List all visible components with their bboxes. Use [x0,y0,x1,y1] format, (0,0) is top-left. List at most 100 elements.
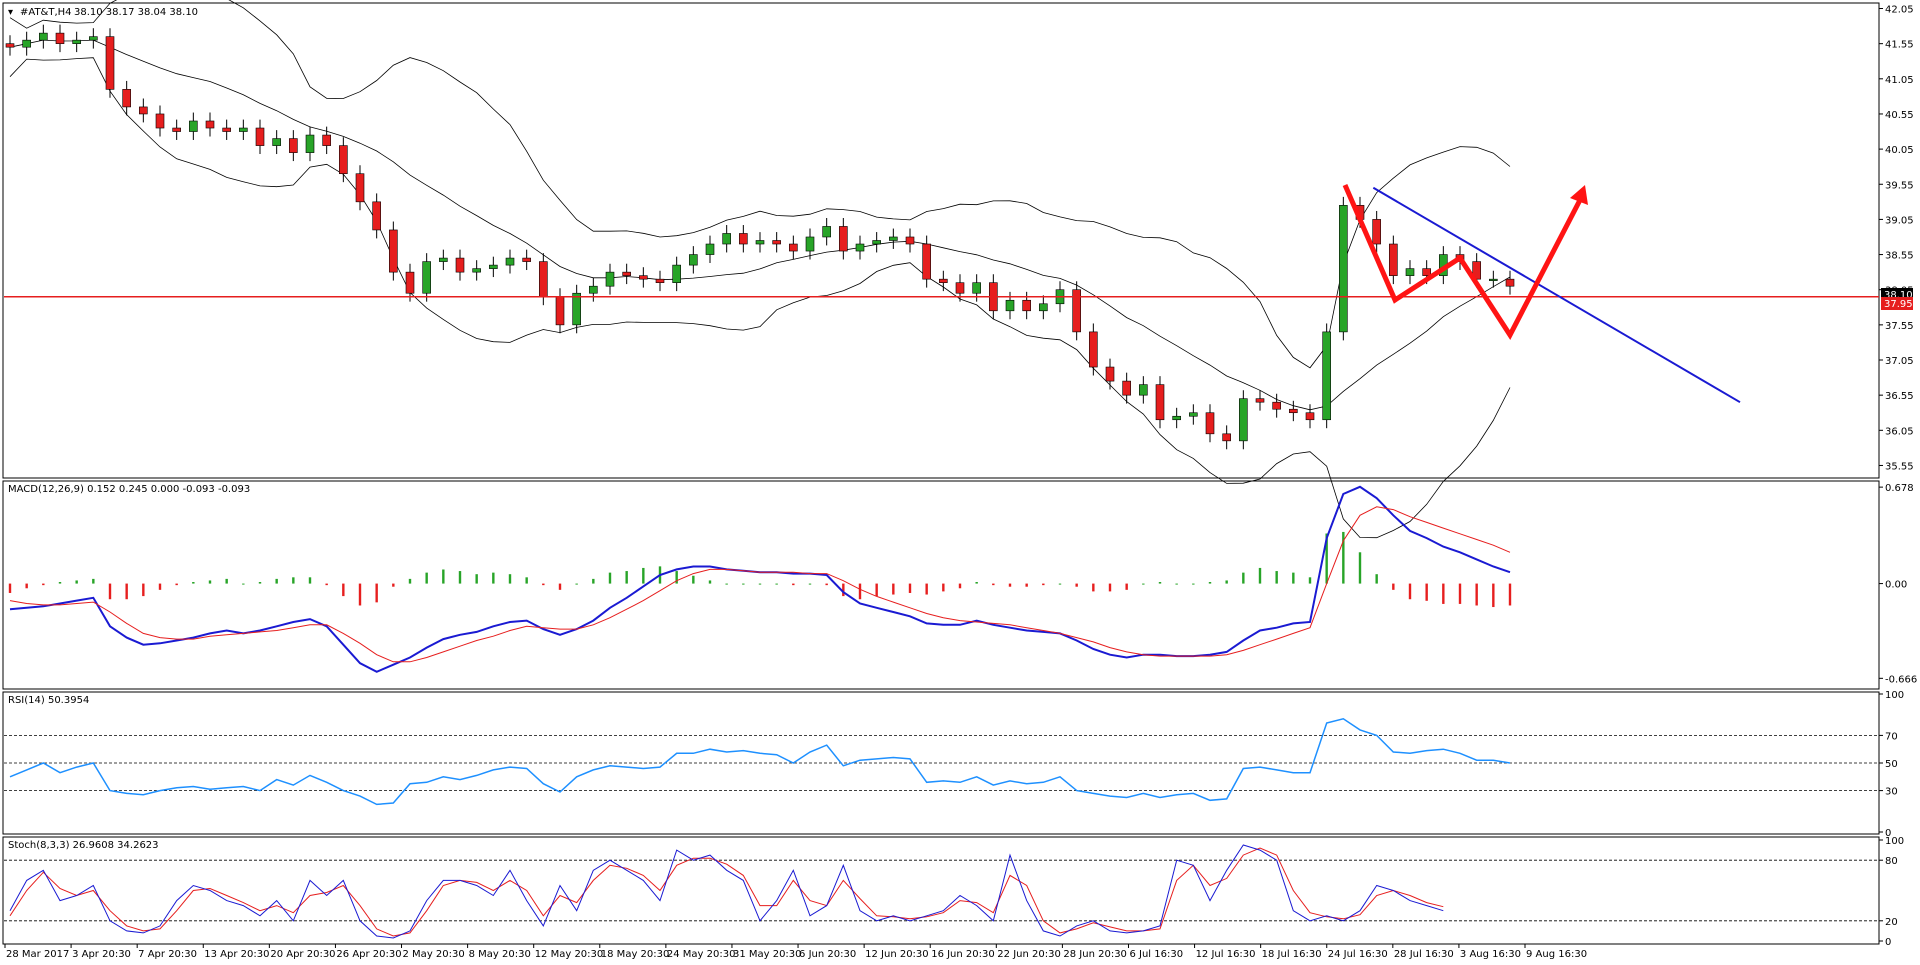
macd-histogram-bar [1158,582,1162,584]
candle-body [572,292,581,326]
candle-body [939,278,948,283]
macd-histogram-bar [1308,577,1312,584]
bollinger-upper-band [9,0,1511,369]
symbol-dropdown-icon[interactable]: ▾ [8,7,13,18]
rsi-tick-label: 30 [1885,787,1898,798]
macd-histogram-bar [1108,583,1112,592]
macd-histogram-bar [492,572,495,584]
candle-body [822,226,831,238]
drawings [4,184,1879,404]
candle-body [1339,205,1348,333]
macd-histogram-bar [25,583,28,589]
candle-body [705,243,715,255]
macd-histogram-bar [1225,580,1228,584]
macd-histogram-bar [392,583,395,587]
macd-histogram-bar [1208,582,1212,584]
price-tick-label: 36.55 [1885,391,1914,402]
stoch-panel[interactable] [2,836,1880,945]
candle-body [1505,278,1515,287]
candle-body [439,257,448,262]
axes: 42.05 41.55 41.05 40.55 40.05 39.55 39.05 38.55… [4,5,1917,960]
candle-body [1289,408,1298,414]
stoch-tick-label: 0 [1885,937,1891,948]
stoch-tick-label: 20 [1885,917,1898,928]
candle-body [1272,401,1281,410]
candle-body [505,257,515,266]
macd-tick-label: 0.678 [1885,483,1914,494]
bollinger-lower-band [9,57,1511,539]
candle-body [239,127,248,132]
macd-histogram-bar [1175,583,1178,585]
candle-body [1172,415,1181,421]
macd-histogram-bar [425,572,428,584]
candle-body [522,257,531,262]
x-tick-label: 18 May 20:30 [601,949,670,960]
candle-body [805,236,815,252]
candle-body [855,243,865,252]
current-price-tag: 38.10 [1884,290,1913,301]
candle-body [1239,398,1248,442]
macd-histogram-bar [1025,583,1028,587]
candle-body [472,268,481,273]
x-tick-label: 9 Aug 16:30 [1526,949,1587,960]
macd-histogram-bar [308,577,312,584]
macd-histogram-bar [592,578,595,584]
macd-histogram-bar [1242,572,1245,584]
candle-body [655,278,665,283]
candle-body [322,134,331,146]
macd-histogram-bar [42,583,45,586]
candle-body [1089,331,1098,368]
x-tick-label: 20 Apr 20:30 [270,949,335,960]
candle-body [455,257,465,273]
macd-histogram-bar [1392,583,1395,590]
candle-body [955,282,965,294]
macd-histogram-bar [642,567,645,584]
macd-histogram-bar [1292,572,1295,584]
macd-panel[interactable] [2,480,1880,690]
macd-histogram-bar [725,583,728,585]
macd-histogram-bar [1325,533,1328,584]
macd-histogram-bar [792,583,795,586]
macd-histogram-bar [908,583,912,593]
macd-histogram-bar [1475,583,1478,606]
price-tick-label: 42.05 [1885,5,1914,16]
candle-body [139,106,148,115]
candle-body [1039,303,1048,312]
macd-histogram-bar [1442,583,1445,604]
x-tick-label: 22 Jun 20:30 [997,949,1061,960]
candle-body [1372,219,1381,245]
macd-histogram-bar [1375,574,1378,584]
x-tick-label: 6 Jul 16:30 [1129,949,1183,960]
candle-body [39,32,48,41]
price-panel[interactable] [2,2,1880,479]
macd-histogram-bar [1125,583,1128,590]
candle-body [1389,243,1398,276]
candle-body [1122,380,1131,396]
candle-body [589,285,598,294]
x-tick-label: 24 Jul 16:30 [1328,949,1388,960]
candle-body [305,134,315,153]
macd-histogram-bar [358,583,362,606]
macd-histogram-bar [1408,583,1412,600]
candle-body [155,113,165,129]
stoch-label: Stoch(8,3,3) 26.9608 34.2623 [8,840,159,851]
macd-histogram-bar [458,571,462,584]
price-tick-label: 37.55 [1885,321,1914,332]
level-price-tag-bg [1881,297,1913,310]
price-tick-label: 37.05 [1885,356,1914,367]
candle-body [289,138,298,153]
macd-histogram-bar [1058,583,1062,585]
macd-histogram-bar [408,578,412,584]
stoch-signal-line [9,847,1444,937]
macd-tick-label: -0.666 [1885,674,1917,685]
macd-histogram-bar [342,583,345,597]
macd-label: MACD(12,26,9) 0.152 0.245 0.000 -0.093 -… [8,484,250,495]
level-price-tag: 37.95 [1884,299,1913,310]
macd-histogram-bar [208,580,212,584]
macd-histogram-bar [625,571,628,584]
candle-body [1155,384,1165,421]
macd-histogram-bar [675,571,678,584]
macd-histogram-bar [742,583,745,585]
